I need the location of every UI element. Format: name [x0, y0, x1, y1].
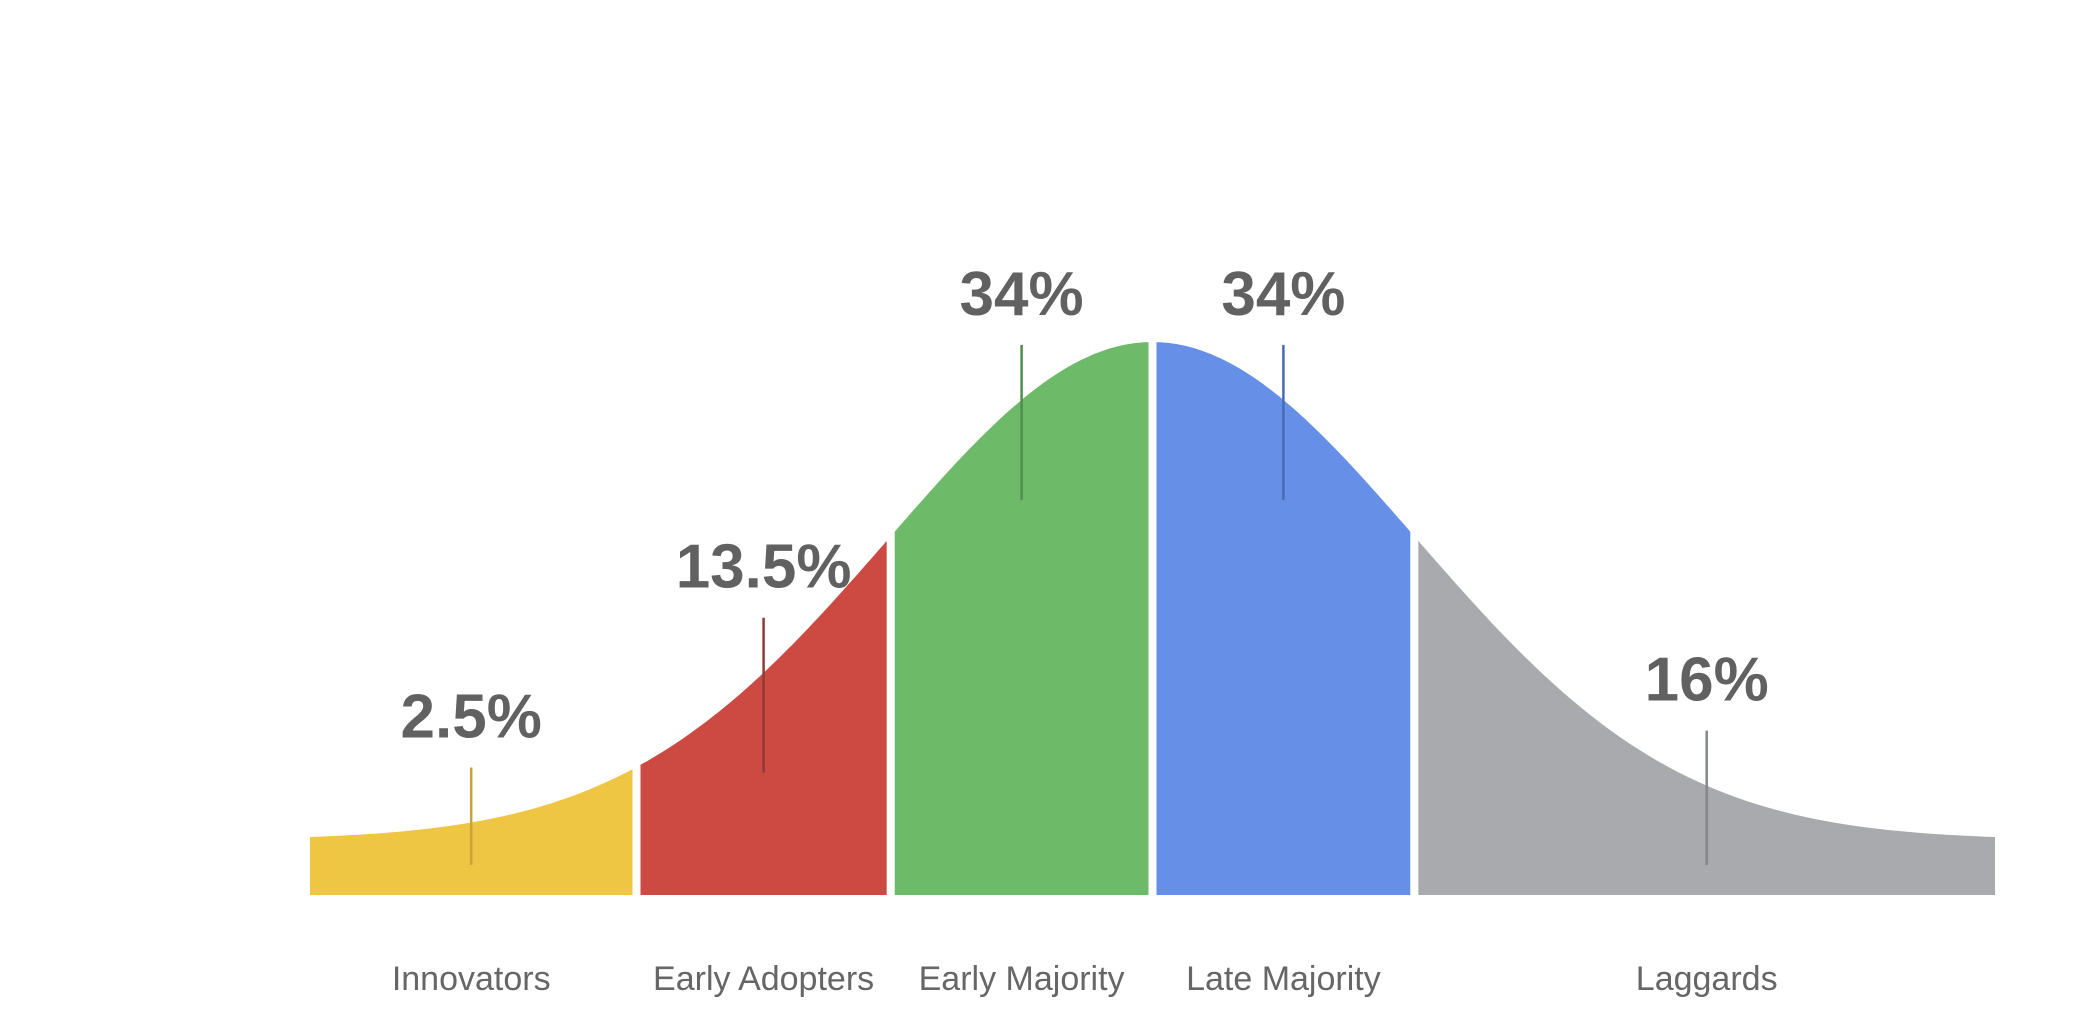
segment-label-0: Innovators [392, 960, 551, 998]
percentage-label-1: 13.5% [676, 533, 852, 602]
segment-label-2: Early Majority [919, 960, 1125, 998]
segment-label-1: Early Adopters [653, 960, 874, 998]
curve-segments [310, 342, 1995, 896]
segment-labels: Innovators Early Adopters Early Majority La… [392, 960, 1778, 998]
segment-label-3: Late Majority [1186, 960, 1381, 998]
percentage-label-2: 34% [960, 260, 1084, 329]
percentage-labels: 2.5% 13.5% 34% 34% 16% [401, 260, 1769, 752]
percentage-label-4: 16% [1645, 646, 1769, 715]
segment-area-2 [894, 342, 1149, 896]
leader-lines [469, 344, 1708, 865]
percentage-label-3: 34% [1221, 260, 1345, 329]
segment-area-3 [1156, 342, 1411, 896]
segment-area-4 [1418, 540, 1995, 895]
percentage-label-0: 2.5% [401, 683, 542, 752]
segment-label-4: Laggards [1636, 960, 1778, 998]
